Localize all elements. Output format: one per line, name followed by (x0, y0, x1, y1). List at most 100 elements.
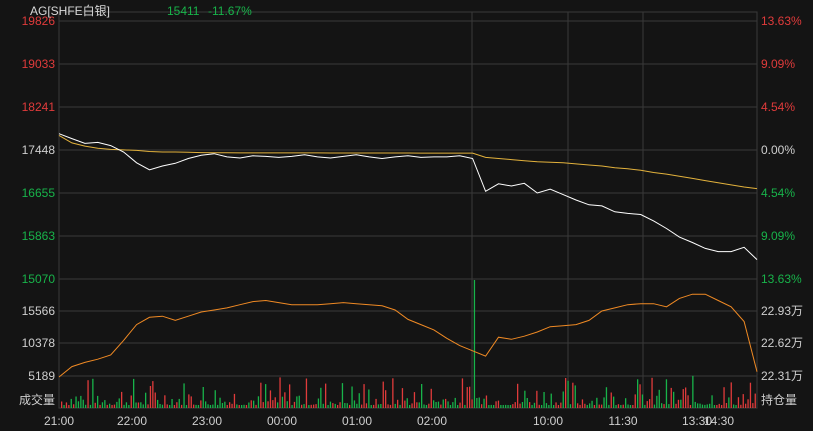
volume-bar (473, 280, 476, 408)
volume-bar (593, 405, 596, 408)
volume-bar (301, 404, 303, 408)
volume-bar (133, 378, 135, 408)
volume-bar (697, 403, 699, 408)
volume-bar (142, 404, 144, 408)
volume-bar (176, 402, 178, 408)
volume-bar (219, 397, 221, 408)
volume-bar (610, 392, 612, 408)
volume-bar (200, 400, 202, 408)
volume-bar (329, 401, 332, 408)
price-tick-left: 15863 (22, 229, 56, 243)
volume-bar (469, 386, 471, 408)
open-interest-axis-label: 持仓量 (761, 392, 797, 407)
volume-bar (147, 404, 149, 408)
volume-bar (317, 398, 320, 408)
volume-bar (488, 405, 490, 408)
volume-bar (493, 405, 495, 408)
volume-bar (713, 405, 716, 408)
volume-bar (181, 404, 183, 408)
volume-bar (233, 393, 236, 408)
volume-bar (620, 405, 622, 408)
volume-axis-label: 成交量 (19, 392, 55, 407)
volume-bar (490, 404, 492, 408)
volume-bar (617, 404, 620, 408)
volume-bar (365, 403, 368, 408)
grid (58, 11, 758, 409)
volume-bar (740, 404, 742, 408)
volume-bar (584, 403, 586, 408)
volume-bar (152, 381, 154, 408)
volume-bar (267, 401, 269, 408)
volume-bar (533, 402, 536, 408)
volume-bar (411, 403, 413, 408)
volume-bar (353, 400, 356, 408)
open-interest-tick-right: 22.93万 (761, 304, 803, 318)
volume-bar (749, 382, 752, 408)
volume-bar (145, 392, 147, 408)
volume-bar (418, 402, 420, 408)
volume-bar (188, 394, 190, 408)
volume-bar (754, 393, 756, 408)
volume-bar (80, 395, 82, 408)
volume-bar (377, 404, 380, 408)
volume-bar (315, 404, 317, 408)
volume-bar (435, 402, 437, 408)
volume-bar (178, 398, 180, 408)
volume-bar (471, 399, 473, 408)
volume-bar (346, 403, 348, 408)
volume-bar (207, 404, 209, 408)
volume-bar (253, 400, 255, 408)
volume-bar (406, 398, 408, 408)
volume-bar (375, 398, 377, 408)
volume-bar (421, 384, 423, 408)
time-tick: 00:00 (267, 414, 297, 428)
time-tick: 22:00 (117, 414, 147, 428)
volume-bar (310, 404, 312, 408)
volume-bar (627, 404, 629, 408)
volume-bar (195, 404, 197, 408)
volume-bar (404, 400, 406, 408)
volume-bar (495, 401, 497, 408)
price-tick-left: 19826 (22, 14, 56, 28)
volume-bar (730, 382, 732, 408)
volume-bar (399, 404, 401, 408)
volume-bar (632, 405, 634, 408)
volume-bar (497, 400, 500, 408)
volume-bar (281, 396, 284, 408)
volume-bar (313, 404, 315, 408)
volume-bar (97, 395, 99, 408)
volume-bar (716, 405, 718, 408)
volume-bar (260, 382, 262, 408)
volume-bar (245, 405, 248, 408)
volume-bar (344, 403, 346, 408)
volume-bar (586, 405, 588, 408)
volume-bar (368, 389, 370, 408)
volume-bar (197, 405, 200, 408)
price-tick-left: 19033 (22, 57, 56, 71)
volume-bar (85, 404, 87, 408)
volume-bar (737, 397, 740, 408)
chart-header: AG[SHFE白银] 15411 -11.67% (30, 3, 252, 18)
volume-bar (89, 404, 92, 408)
percent-tick-right: 9.09% (761, 229, 795, 243)
volume-bar (663, 404, 665, 408)
percent-tick-right: 9.09% (761, 57, 795, 71)
volume-bar (658, 389, 660, 408)
volume-bar (721, 405, 723, 408)
volume-bar (274, 397, 276, 408)
volume-bar (123, 404, 125, 408)
volume-bar (385, 390, 387, 408)
volume-bar (536, 390, 538, 408)
time-tick: 11:30 (608, 414, 637, 428)
volume-bar (279, 377, 281, 408)
volume-bar (185, 405, 188, 408)
volume-bar (692, 375, 694, 408)
volume-bar (694, 401, 696, 408)
volume-bar (567, 380, 569, 408)
volume-bar (675, 403, 677, 408)
volume-bar (711, 395, 713, 408)
volume-bar (224, 401, 226, 408)
volume-bar (459, 402, 461, 408)
volume-bar (351, 386, 353, 408)
